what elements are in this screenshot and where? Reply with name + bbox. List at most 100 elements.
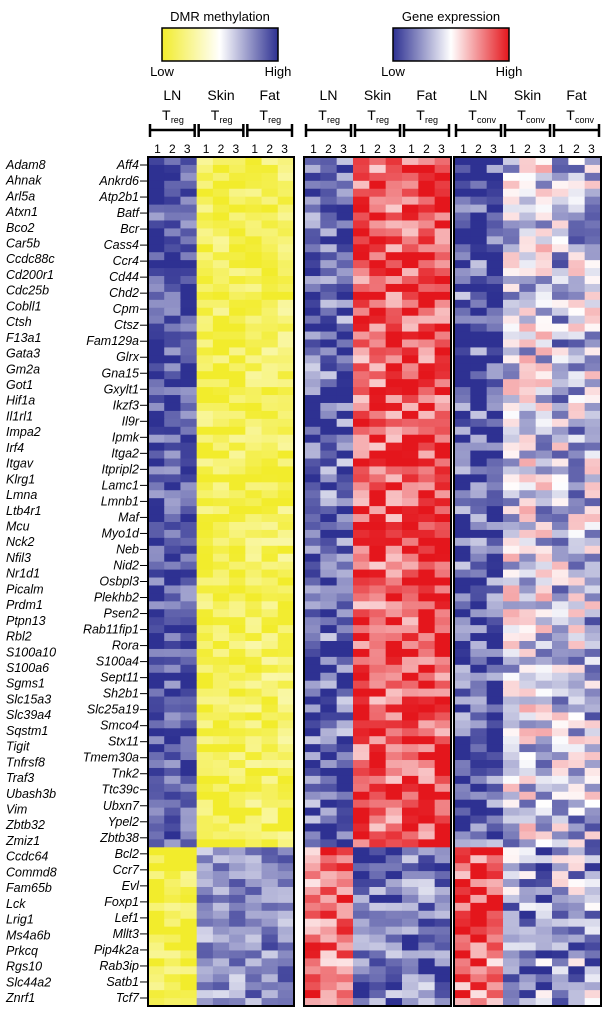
- methylation-cell: [261, 196, 279, 206]
- expression-cell: [454, 276, 471, 285]
- expression-cell: [470, 347, 488, 356]
- methylation-cell: [229, 886, 246, 896]
- methylation-cell: [277, 974, 295, 983]
- expression-cell: [454, 204, 471, 214]
- methylation-cell: [180, 204, 198, 214]
- expression-cell: [454, 966, 471, 975]
- expression-cell: [486, 355, 504, 364]
- expression-cell: [535, 847, 553, 856]
- methylation-cell: [245, 942, 263, 952]
- expression-cell: [503, 474, 520, 483]
- expression-cell: [304, 244, 321, 253]
- expression-cell: [519, 315, 537, 325]
- methylation-cell: [148, 529, 165, 539]
- expression-cell: [385, 410, 403, 420]
- expression-cell: [519, 157, 537, 166]
- methylation-cell: [148, 593, 165, 602]
- expression-cell: [519, 656, 537, 666]
- methylation-cell: [212, 593, 230, 602]
- expression-cell: [434, 775, 452, 785]
- methylation-cell: [196, 164, 214, 174]
- expression-cell: [503, 998, 520, 1007]
- methylation-cell: [229, 863, 246, 872]
- methylation-cell: [196, 871, 214, 880]
- expression-cell: [304, 942, 321, 952]
- expression-cell: [304, 958, 321, 967]
- expression-cell: [385, 204, 403, 214]
- methylation-cell: [148, 458, 165, 468]
- expression-cell: [535, 236, 553, 245]
- expression-cell: [568, 728, 586, 737]
- expression-cell: [418, 442, 436, 452]
- gene-label-right: Gxylt1: [104, 382, 139, 396]
- expression-cell: [434, 783, 452, 793]
- gene-label-left: Slc44a2: [6, 975, 51, 989]
- expression-cell: [320, 402, 338, 412]
- expression-cell: [353, 482, 370, 491]
- expression-cell: [454, 736, 471, 745]
- expression-cell: [418, 450, 436, 460]
- expression-cell: [470, 910, 488, 920]
- expression-cell: [503, 180, 520, 190]
- methylation-cell: [180, 474, 198, 483]
- methylation-cell: [229, 752, 246, 761]
- expression-cell: [519, 966, 537, 975]
- expression-cell: [336, 323, 354, 333]
- expression-cell: [304, 648, 321, 658]
- expression-cell: [519, 918, 537, 928]
- expression-cell: [470, 863, 488, 872]
- expression-cell: [385, 458, 403, 468]
- group-cell-subscript: conv: [575, 115, 595, 125]
- expression-cell: [519, 529, 537, 539]
- expression-cell: [369, 180, 387, 190]
- methylation-cell: [261, 236, 279, 245]
- expression-cell: [336, 633, 354, 642]
- expression-cell: [568, 736, 586, 745]
- methylation-cell: [277, 807, 295, 817]
- expression-cell: [519, 601, 537, 610]
- methylation-cell: [261, 363, 279, 372]
- methylation-cell: [180, 799, 198, 809]
- methylation-cell: [261, 942, 279, 952]
- expression-cell: [304, 617, 321, 626]
- expression-cell: [304, 950, 321, 959]
- expression-cell: [336, 418, 354, 428]
- expression-cell: [402, 347, 419, 356]
- expression-cell: [320, 291, 338, 301]
- expression-cell: [353, 839, 370, 848]
- methylation-cell: [261, 458, 279, 468]
- expression-cell: [584, 410, 602, 420]
- methylation-cell: [164, 760, 182, 769]
- methylation-cell: [164, 894, 182, 904]
- expression-cell: [336, 252, 354, 261]
- methylation-cell: [277, 942, 295, 952]
- expression-cell: [353, 728, 370, 737]
- methylation-cell: [277, 458, 295, 468]
- expression-cell: [584, 879, 602, 888]
- expression-cell: [454, 752, 471, 761]
- expression-cell: [353, 379, 370, 388]
- expression-cell: [304, 426, 321, 436]
- expression-cell: [503, 196, 520, 206]
- methylation-cell: [180, 910, 198, 920]
- expression-cell: [320, 323, 338, 333]
- expression-cell: [535, 998, 553, 1007]
- methylation-cell: [261, 680, 279, 690]
- expression-cell: [385, 244, 403, 253]
- expression-cell: [369, 752, 387, 761]
- expression-cell: [584, 545, 602, 555]
- expression-cell: [584, 799, 602, 809]
- expression-cell: [470, 712, 488, 721]
- expression-cell: [454, 871, 471, 880]
- expression-cell: [470, 569, 488, 579]
- methylation-cell: [196, 442, 214, 452]
- expression-cell: [336, 879, 354, 888]
- expression-cell: [369, 498, 387, 507]
- gene-label-right: Ubxn7: [103, 799, 140, 813]
- methylation-cell: [229, 974, 246, 983]
- expression-cell: [568, 323, 586, 333]
- methylation-cell: [229, 720, 246, 729]
- methylation-cell: [245, 823, 263, 833]
- replicate-label: 1: [558, 142, 565, 156]
- expression-cell: [402, 418, 419, 428]
